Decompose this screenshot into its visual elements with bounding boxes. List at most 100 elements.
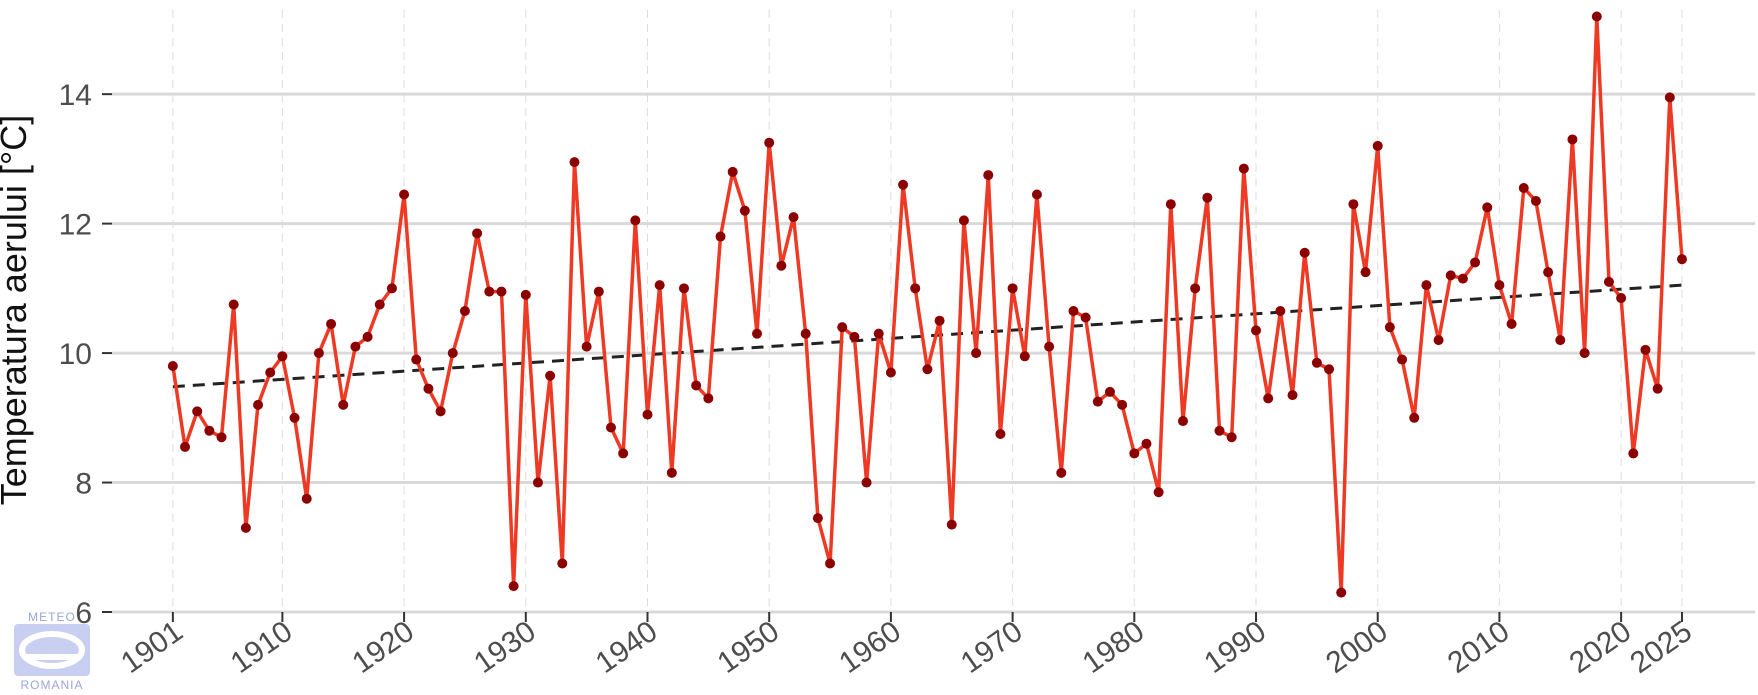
data-point <box>873 328 884 339</box>
data-point <box>1044 341 1055 352</box>
data-point <box>1165 199 1176 210</box>
data-point <box>1080 312 1091 323</box>
data-point <box>861 477 872 488</box>
x-tick-label: 1950 <box>712 615 786 680</box>
data-point <box>739 205 750 216</box>
data-point <box>1360 267 1371 278</box>
data-point <box>1409 412 1420 423</box>
data-point <box>326 318 337 329</box>
data-point <box>1603 276 1614 287</box>
data-point <box>301 493 312 504</box>
data-point <box>837 322 848 333</box>
x-tick-label: 1990 <box>1198 615 1272 680</box>
data-point <box>618 448 629 459</box>
data-point <box>958 215 969 226</box>
data-point <box>1177 416 1188 427</box>
data-point <box>1068 306 1079 316</box>
data-point <box>1628 448 1639 459</box>
data-point <box>1530 195 1541 206</box>
data-point <box>1251 325 1262 336</box>
x-axis: 1901 1910 1920 1930 1940 1950 1960 1970 1980 1990… <box>115 612 1698 680</box>
logo-top-text: METEO <box>28 610 76 624</box>
data-point <box>1019 351 1030 362</box>
data-point <box>1445 270 1456 281</box>
data-point <box>910 283 921 294</box>
data-point <box>228 299 239 310</box>
data-point <box>338 399 349 410</box>
major-gridlines <box>112 92 1755 614</box>
x-tick-label: 2025 <box>1624 615 1698 680</box>
x-tick-label: 1920 <box>346 615 420 680</box>
data-point <box>1567 134 1578 145</box>
y-tick-label: 14 <box>59 79 92 112</box>
data-point <box>1336 587 1347 598</box>
data-point <box>1056 467 1067 478</box>
data-point <box>520 289 531 300</box>
data-point <box>447 348 458 359</box>
data-point <box>825 558 836 569</box>
data-point <box>679 283 690 294</box>
data-point <box>1591 11 1602 22</box>
x-tick-label: 1901 <box>115 615 189 680</box>
data-point <box>313 348 324 359</box>
data-point <box>1153 487 1164 498</box>
data-point <box>922 364 933 375</box>
data-point <box>934 315 945 326</box>
data-point <box>752 328 763 339</box>
data-point <box>788 212 799 223</box>
data-point <box>216 432 227 443</box>
x-tick-label: 1980 <box>1077 615 1151 680</box>
x-tick-label: 1930 <box>468 615 542 680</box>
data-point <box>654 280 665 291</box>
data-point <box>764 137 775 148</box>
data-point <box>1482 202 1493 213</box>
x-tick-label: 1970 <box>955 615 1029 680</box>
data-point <box>1494 280 1505 291</box>
data-point <box>1007 283 1018 294</box>
data-point <box>253 399 264 410</box>
data-point <box>289 412 300 423</box>
data-point <box>1190 283 1201 294</box>
x-tick-label: 2020 <box>1564 615 1638 680</box>
data-point <box>727 166 738 177</box>
data-point <box>1324 364 1335 375</box>
data-point <box>1397 354 1408 365</box>
data-point <box>849 331 860 342</box>
data-point <box>1092 396 1103 407</box>
data-point <box>1104 386 1115 397</box>
data-point <box>240 522 251 533</box>
data-point <box>605 422 616 433</box>
data-point <box>642 409 653 420</box>
data-point <box>1616 293 1627 304</box>
data-point <box>593 286 604 297</box>
data-point <box>277 351 288 362</box>
data-point <box>557 558 568 569</box>
data-point <box>532 477 543 488</box>
data-point <box>435 406 446 417</box>
x-tick-label: 1940 <box>590 615 664 680</box>
data-point <box>508 581 519 592</box>
x-tick-label: 2010 <box>1442 615 1516 680</box>
data-point <box>1141 438 1152 449</box>
data-point <box>1263 393 1274 404</box>
data-point <box>1579 348 1590 359</box>
data-point <box>630 215 641 226</box>
series-line <box>171 14 1684 595</box>
data-point <box>1518 183 1529 194</box>
x-tick-label: 1960 <box>833 615 907 680</box>
data-point <box>1275 306 1286 316</box>
data-point <box>1287 390 1298 401</box>
data-point <box>691 380 702 391</box>
data-point <box>1664 92 1675 103</box>
data-point <box>983 170 994 181</box>
data-point <box>192 406 203 417</box>
data-point <box>1031 189 1042 200</box>
data-point <box>1372 140 1383 151</box>
data-point <box>180 441 191 452</box>
data-point <box>399 189 410 200</box>
data-point <box>484 286 495 297</box>
data-point <box>1311 357 1322 368</box>
data-point <box>898 179 909 190</box>
data-point <box>167 361 178 372</box>
y-axis: 6 8 10 12 14 <box>59 79 112 630</box>
